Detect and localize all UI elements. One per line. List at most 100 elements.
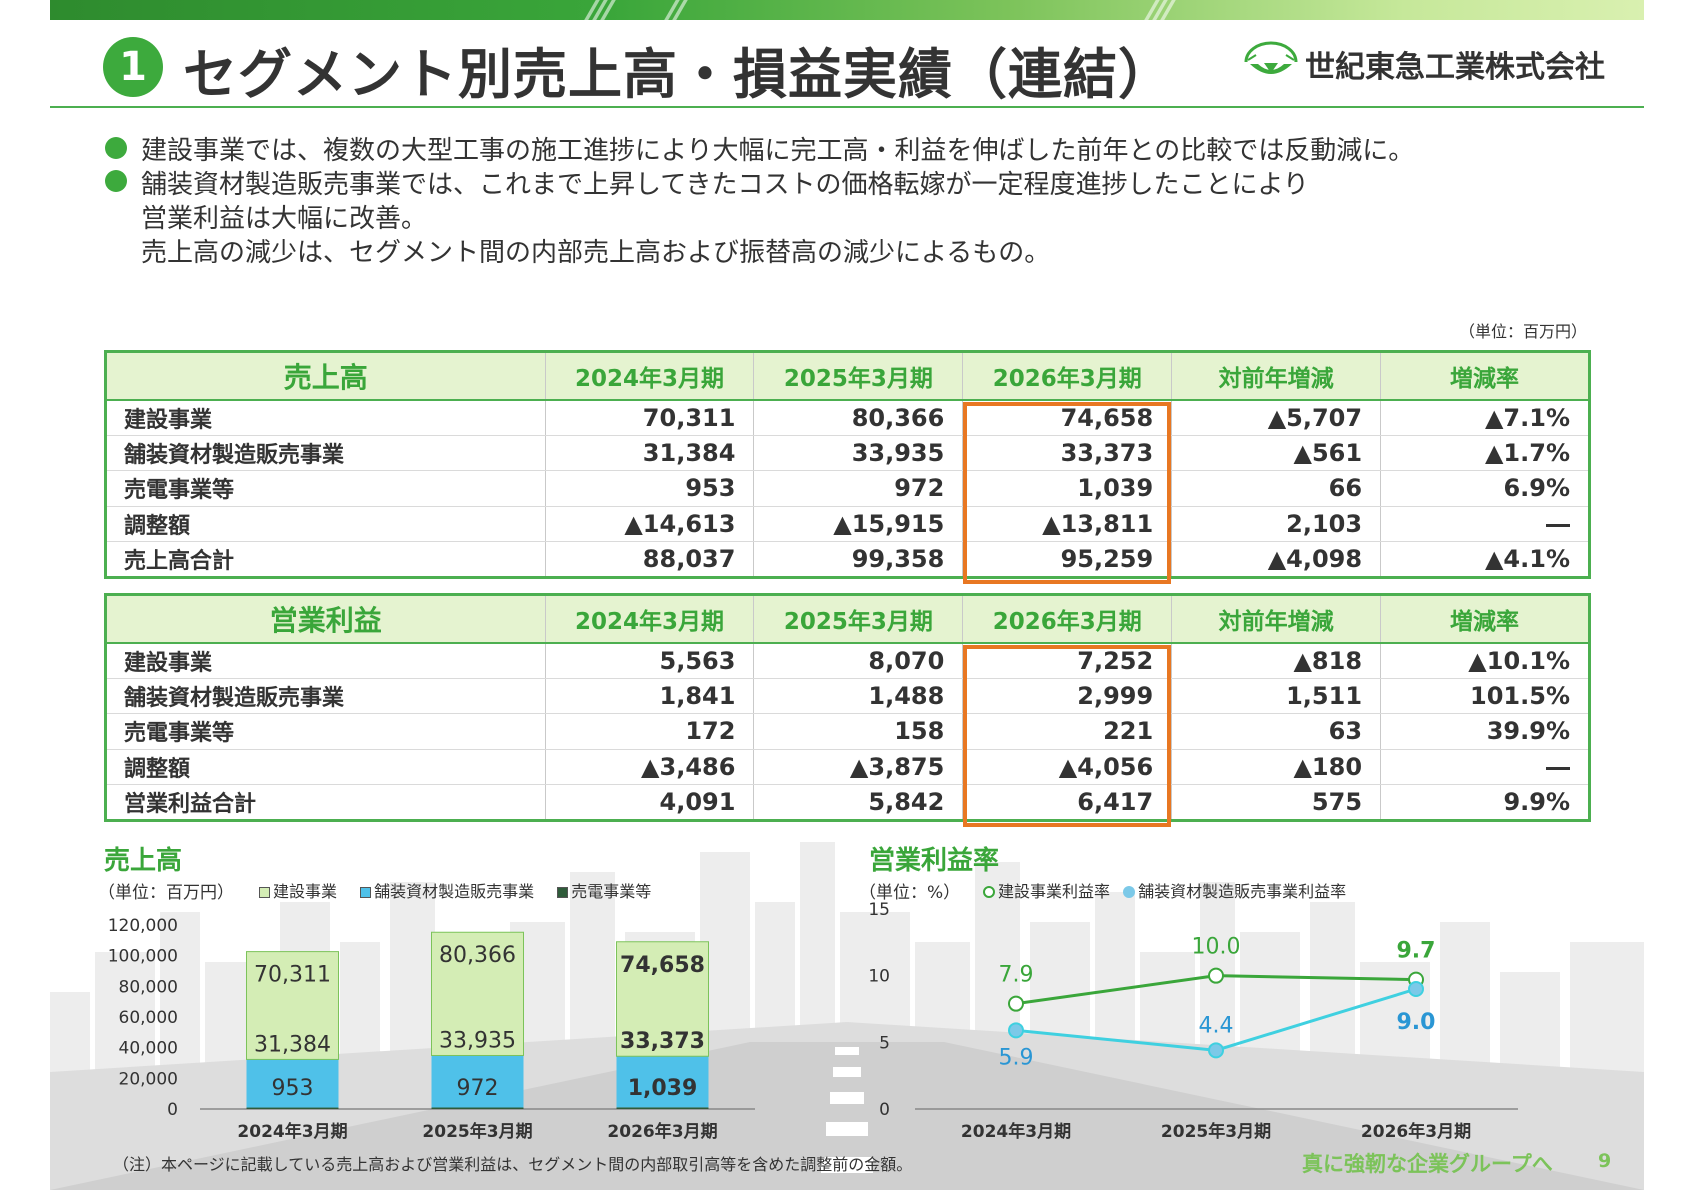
- table-row: 調整額 ▲14,613 ▲15,915 ▲13,811 2,103 ―: [105, 506, 1590, 543]
- table-cell: 172: [545, 713, 755, 750]
- table-cell: 39.9%: [1380, 713, 1590, 750]
- legend-marker: [983, 886, 995, 898]
- table-cell: ▲180: [1171, 749, 1382, 786]
- legend-label: 建設事業利益率: [998, 882, 1111, 901]
- table-cell: ▲4,098: [1171, 541, 1382, 578]
- table-cell: ▲561: [1171, 435, 1382, 472]
- operating-profit-table: 営業利益 2024年3月期 2025年3月期 2026年3月期 対前年増減 増減…: [104, 593, 1591, 822]
- row-label: 建設事業: [105, 642, 546, 679]
- bullet-text-3: 売上高の減少は、セグメント間の内部売上高および振替高の減少によるもの。: [141, 238, 1051, 268]
- bullet-dot: [105, 137, 127, 159]
- column-header: 対前年増減: [1171, 351, 1382, 401]
- table-cell: 66: [1171, 470, 1382, 507]
- table-cell: 4,091: [545, 784, 755, 821]
- table-cell: 5,842: [753, 784, 964, 821]
- row-label: 調整額: [105, 506, 546, 543]
- column-header: 増減率: [1380, 594, 1590, 644]
- table-cell: ▲10.1%: [1380, 642, 1590, 679]
- table-cell: 158: [753, 713, 964, 750]
- page-title: セグメント別売上高・損益実績（連結）: [183, 43, 1173, 106]
- bullet-dot: [105, 170, 127, 192]
- table-cell: ▲7.1%: [1380, 399, 1590, 436]
- table-cell: 33,373: [962, 435, 1173, 472]
- table-cell: 63: [1171, 713, 1382, 750]
- table-cell: 1,488: [753, 678, 964, 715]
- table-row: 建設事業 5,563 8,070 7,252 ▲818 ▲10.1%: [105, 642, 1590, 679]
- table-cell: 6.9%: [1380, 470, 1590, 507]
- column-header: 2026年3月期: [962, 351, 1173, 401]
- table-cell: 99,358: [753, 541, 964, 578]
- table-cell: 2,999: [962, 678, 1173, 715]
- legend-marker: [1123, 886, 1136, 898]
- title-divider: [50, 106, 1644, 108]
- company-name: 世紀東急工業株式会社: [1305, 50, 1605, 85]
- column-header: 2024年3月期: [545, 594, 755, 644]
- table-cell: 1,511: [1171, 678, 1382, 715]
- table-cell: 1,039: [962, 470, 1173, 507]
- table-cell: ―: [1380, 749, 1590, 786]
- top-accent-bar: [50, 0, 1644, 20]
- table-row: 舗装資材製造販売事業 1,841 1,488 2,999 1,511 101.5…: [105, 678, 1590, 715]
- margin-chart-unit: （単位：%）: [859, 883, 961, 903]
- slogan: 真に強靭な企業グループへ: [1302, 1152, 1553, 1176]
- table-cell: 95,259: [962, 541, 1173, 578]
- page-number: 9: [1598, 1150, 1612, 1172]
- row-label: 売電事業等: [105, 470, 546, 507]
- table-cell: 953: [545, 470, 755, 507]
- table-row: 建設事業 70,311 80,366 74,658 ▲5,707 ▲7.1%: [105, 399, 1590, 436]
- column-header: 2025年3月期: [753, 351, 964, 401]
- bullet-text-2-cont: 営業利益は大幅に改善。: [141, 204, 428, 234]
- legend-label: 売電事業等: [571, 882, 652, 901]
- current-year-highlight-op: [963, 645, 1171, 827]
- legend-swatch: [259, 887, 270, 898]
- column-header: 2025年3月期: [753, 594, 964, 644]
- table-row: 舗装資材製造販売事業 31,384 33,935 33,373 ▲561 ▲1.…: [105, 435, 1590, 472]
- table-cell: 31,384: [545, 435, 755, 472]
- table-row: 売電事業等 172 158 221 63 39.9%: [105, 713, 1590, 750]
- table-header-row: 売上高 2024年3月期 2025年3月期 2026年3月期 対前年増減 増減率: [105, 351, 1590, 401]
- table-row: 営業利益合計 4,091 5,842 6,417 575 9.9%: [105, 784, 1590, 821]
- table-cell: 70,311: [545, 399, 755, 436]
- table-cell: 88,037: [545, 541, 755, 578]
- table-cell: ▲13,811: [962, 506, 1173, 543]
- table-cell: ▲4,056: [962, 749, 1173, 786]
- table-caption: 売上高: [105, 351, 546, 401]
- table-cell: 972: [753, 470, 964, 507]
- table-cell: 6,417: [962, 784, 1173, 821]
- table-cell: ▲5,707: [1171, 399, 1382, 436]
- bullet-text-2: 舗装資材製造販売事業では、これまで上昇してきたコストの価格転嫁が一定程度進捗した…: [141, 170, 1309, 200]
- table-cell: 575: [1171, 784, 1382, 821]
- company-logo-mark: [1244, 41, 1298, 74]
- sales-chart-title: 売上高: [104, 846, 183, 876]
- unit-note: （単位：百万円）: [1458, 322, 1587, 341]
- table-cell: ▲4.1%: [1380, 541, 1590, 578]
- table-cell: ▲14,613: [545, 506, 755, 543]
- legend-label: 建設事業: [273, 882, 338, 901]
- table-cell: 2,103: [1171, 506, 1382, 543]
- table-cell: 80,366: [753, 399, 964, 436]
- row-label: 売電事業等: [105, 713, 546, 750]
- table-row: 売電事業等 953 972 1,039 66 6.9%: [105, 470, 1590, 507]
- column-header: 2024年3月期: [545, 351, 755, 401]
- table-cell: ▲818: [1171, 642, 1382, 679]
- column-header: 増減率: [1380, 351, 1590, 401]
- table-cell: ▲3,875: [753, 749, 964, 786]
- table-cell: 221: [962, 713, 1173, 750]
- table-cell: 9.9%: [1380, 784, 1590, 821]
- section-number-badge: 1: [103, 37, 163, 97]
- sales-table: 売上高 2024年3月期 2025年3月期 2026年3月期 対前年増減 増減率…: [104, 350, 1591, 579]
- table-cell: 5,563: [545, 642, 755, 679]
- column-header: 2026年3月期: [962, 594, 1173, 644]
- table-cell: ▲15,915: [753, 506, 964, 543]
- row-label: 舗装資材製造販売事業: [105, 678, 546, 715]
- table-row: 売上高合計 88,037 99,358 95,259 ▲4,098 ▲4.1%: [105, 541, 1590, 578]
- legend-item: 建設事業: [259, 882, 337, 901]
- company-logo: 世紀東急工業株式会社: [1242, 40, 1605, 86]
- table-cell: 1,841: [545, 678, 755, 715]
- table-cell: ▲1.7%: [1380, 435, 1590, 472]
- current-year-highlight-sales: [963, 402, 1171, 584]
- row-label: 調整額: [105, 749, 546, 786]
- column-header: 対前年増減: [1171, 594, 1382, 644]
- legend-swatch: [360, 887, 372, 898]
- row-label: 建設事業: [105, 399, 546, 436]
